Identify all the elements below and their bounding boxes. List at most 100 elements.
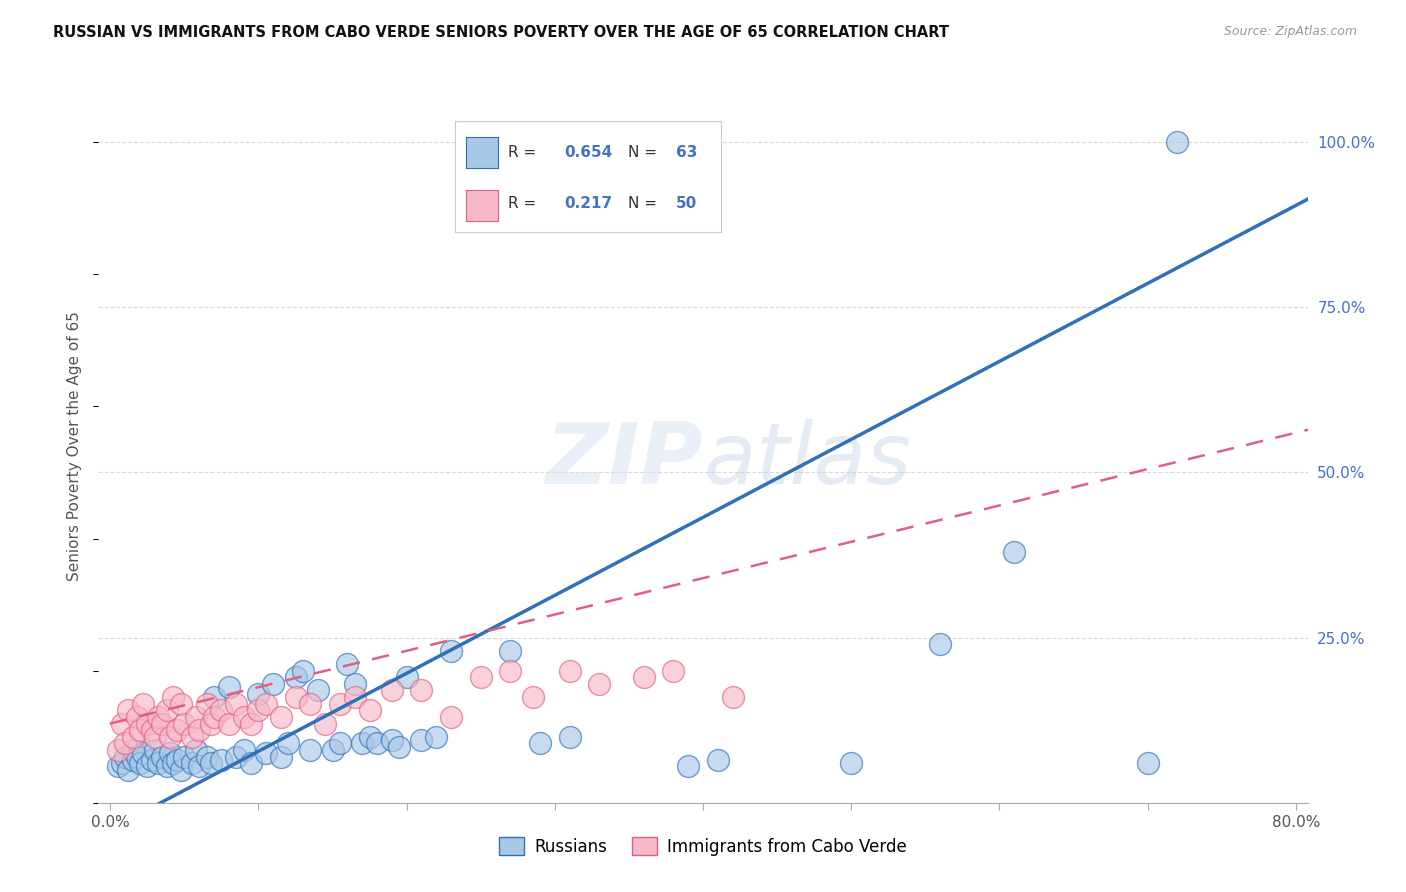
Point [676, 759, 699, 773]
Point [1166, 135, 1188, 149]
Point [247, 687, 270, 701]
Point [170, 763, 193, 777]
Point [218, 680, 240, 694]
Point [111, 716, 134, 731]
Point [254, 697, 277, 711]
Point [329, 697, 352, 711]
Point [470, 670, 492, 684]
Point [159, 730, 181, 744]
Point [366, 736, 388, 750]
Point [117, 703, 139, 717]
Point [125, 710, 148, 724]
Point [352, 736, 374, 750]
Point [633, 670, 655, 684]
Point [1002, 545, 1025, 559]
Point [200, 716, 222, 731]
Point [166, 723, 188, 738]
Point [329, 736, 352, 750]
Point [359, 703, 381, 717]
Point [180, 730, 202, 744]
Point [529, 736, 551, 750]
Point [170, 697, 193, 711]
Point [839, 756, 862, 771]
Point [343, 690, 366, 704]
Point [558, 730, 581, 744]
Point [121, 753, 143, 767]
Point [188, 723, 211, 738]
Point [247, 703, 270, 717]
Point [225, 697, 247, 711]
Point [125, 749, 148, 764]
Point [218, 716, 240, 731]
Point [162, 690, 184, 704]
Point [202, 690, 225, 704]
Point [173, 716, 195, 731]
Point [202, 710, 225, 724]
Point [254, 746, 277, 760]
Point [270, 749, 292, 764]
Point [129, 723, 152, 738]
Point [107, 743, 129, 757]
Point [155, 703, 177, 717]
Point [440, 644, 463, 658]
Point [522, 690, 544, 704]
Point [322, 743, 344, 757]
Point [143, 730, 166, 744]
Point [150, 716, 173, 731]
Point [388, 739, 411, 754]
Point [146, 756, 169, 771]
Text: RUSSIAN VS IMMIGRANTS FROM CABO VERDE SENIORS POVERTY OVER THE AGE OF 65 CORRELA: RUSSIAN VS IMMIGRANTS FROM CABO VERDE SE… [53, 25, 949, 40]
Text: ZIP: ZIP [546, 418, 703, 502]
Point [314, 716, 336, 731]
Point [381, 683, 404, 698]
Point [209, 703, 232, 717]
Point [929, 637, 952, 651]
Text: Source: ZipAtlas.com: Source: ZipAtlas.com [1223, 25, 1357, 38]
Point [121, 730, 143, 744]
Point [162, 756, 184, 771]
Point [209, 753, 232, 767]
Point [425, 730, 447, 744]
Y-axis label: Seniors Poverty Over the Age of 65: Seniors Poverty Over the Age of 65 [67, 311, 83, 581]
Point [195, 697, 218, 711]
Point [143, 743, 166, 757]
Point [336, 657, 359, 671]
Point [146, 710, 169, 724]
Point [180, 756, 202, 771]
Point [136, 759, 159, 773]
Point [225, 749, 247, 764]
Point [588, 677, 610, 691]
Point [136, 716, 159, 731]
Point [499, 664, 522, 678]
Point [299, 743, 322, 757]
Point [121, 743, 143, 757]
Point [132, 746, 155, 760]
Point [381, 733, 404, 747]
Point [411, 683, 433, 698]
Point [173, 749, 195, 764]
Point [307, 683, 329, 698]
Point [499, 644, 522, 658]
Point [395, 670, 418, 684]
Point [132, 697, 155, 711]
Point [232, 743, 254, 757]
Point [277, 736, 299, 750]
Point [114, 749, 136, 764]
Point [200, 756, 222, 771]
Point [232, 710, 254, 724]
Point [141, 723, 163, 738]
Point [707, 753, 730, 767]
Point [111, 756, 134, 771]
Text: atlas: atlas [703, 418, 911, 502]
Point [188, 759, 211, 773]
Point [186, 710, 208, 724]
Point [284, 690, 307, 704]
Point [240, 716, 263, 731]
Point [343, 677, 366, 691]
Legend: Russians, Immigrants from Cabo Verde: Russians, Immigrants from Cabo Verde [492, 830, 914, 863]
Point [195, 749, 218, 764]
Point [129, 756, 152, 771]
Point [270, 710, 292, 724]
Point [1136, 756, 1159, 771]
Point [155, 759, 177, 773]
